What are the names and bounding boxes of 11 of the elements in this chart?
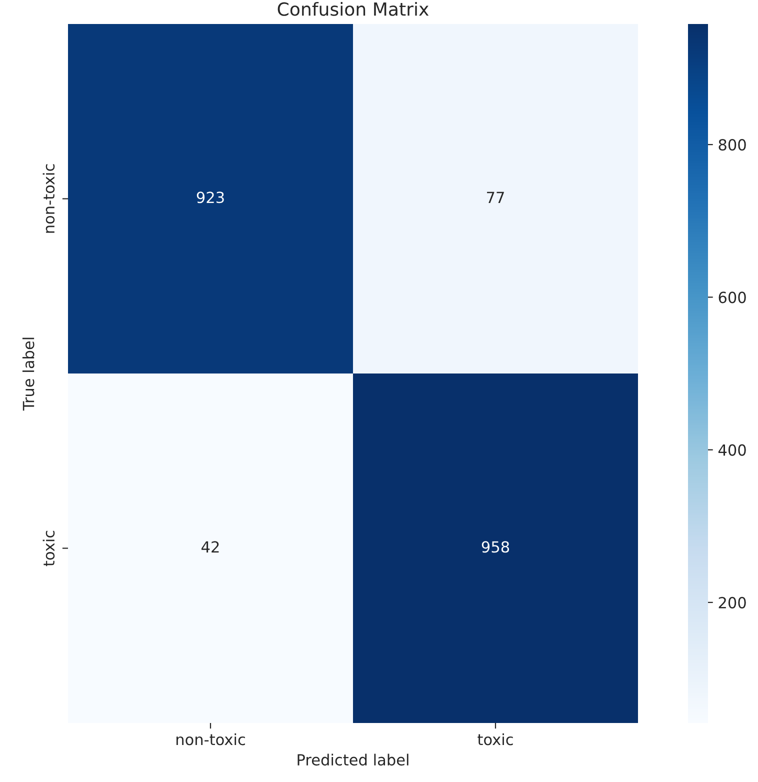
x-axis-title: Predicted label — [298, 754, 408, 766]
data-label: 42 — [202, 541, 219, 552]
color-bar-label: 400 — [718, 444, 746, 456]
data-label: 958 — [482, 541, 510, 553]
color-bar-label: 800 — [718, 139, 746, 151]
chart-title: Confusion Matrix — [278, 2, 429, 16]
y-axis-title: True label — [22, 338, 34, 411]
data-label: 77 — [487, 192, 504, 203]
color-bar-label: 200 — [718, 596, 746, 608]
color-bar-label: 600 — [718, 292, 746, 304]
data-label: 923 — [196, 192, 224, 204]
